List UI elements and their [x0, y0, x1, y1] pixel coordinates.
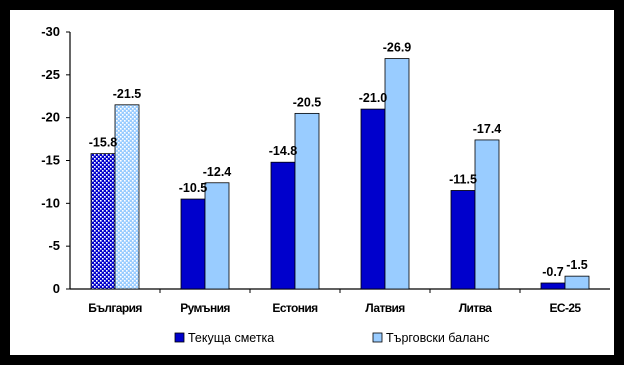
legend-swatch — [372, 332, 383, 343]
axes: -30 -25 -20 -15 -10 -5 0 България Румъния Естония… — [41, 24, 610, 315]
y-tick-label: -30 — [41, 24, 60, 39]
y-tick-label: 0 — [53, 281, 60, 296]
x-category-label: България — [88, 301, 142, 315]
bar-current-account — [360, 108, 386, 290]
legend-label: Текуща сметка — [188, 331, 274, 345]
bar-current-account — [270, 161, 296, 290]
chart-frame: -30 -25 -20 -15 -10 -5 0 България Румъния Естония… — [10, 10, 614, 355]
data-label: -15.8 — [89, 136, 118, 150]
bar-chart: -30 -25 -20 -15 -10 -5 0 България Румъния Естония… — [41, 24, 610, 345]
bar-trade-balance — [114, 104, 140, 290]
bar-trade-balance — [204, 182, 230, 290]
bar-trade-balance — [474, 139, 500, 290]
bar-trade-balance — [294, 112, 320, 290]
data-label: -1.5 — [566, 258, 588, 272]
y-tick-label: -25 — [41, 67, 60, 82]
data-label: -0.7 — [542, 265, 564, 279]
data-label: -20.5 — [293, 95, 322, 109]
data-labels: -15.8 -21.5 -10.5 -12.4 -14.8 -20.5 -21.0 -26.9… — [89, 41, 588, 279]
x-category-label: Литва — [459, 301, 492, 315]
x-category-label: ЕС-25 — [549, 301, 581, 315]
data-label: -21.0 — [359, 91, 388, 105]
bar-trade-balance — [564, 275, 590, 290]
data-label: -26.9 — [383, 41, 412, 55]
bar-trade-balance — [384, 58, 410, 290]
data-label: -21.5 — [113, 87, 142, 101]
x-category-label: Румъния — [180, 301, 230, 315]
data-label: -17.4 — [473, 122, 502, 136]
bar-current-account — [90, 153, 116, 290]
data-label: -11.5 — [449, 172, 477, 186]
legend: Текуща сметка Търговски баланс — [174, 331, 490, 345]
x-category-label: Латвия — [365, 301, 405, 315]
y-tick-label: -10 — [41, 195, 60, 210]
y-tick-label: -15 — [41, 153, 60, 168]
data-label: -14.8 — [269, 144, 298, 158]
data-label: -10.5 — [179, 181, 208, 195]
y-tick-label: -20 — [41, 110, 60, 125]
legend-swatch — [174, 332, 185, 343]
x-category-label: Естония — [272, 301, 318, 315]
bar-current-account — [540, 282, 566, 290]
bar-current-account — [180, 198, 206, 290]
legend-label: Търговски баланс — [386, 331, 490, 345]
bar-current-account — [450, 190, 476, 290]
data-label: -12.4 — [203, 165, 232, 179]
bars — [90, 58, 590, 290]
y-tick-label: -5 — [48, 238, 60, 253]
